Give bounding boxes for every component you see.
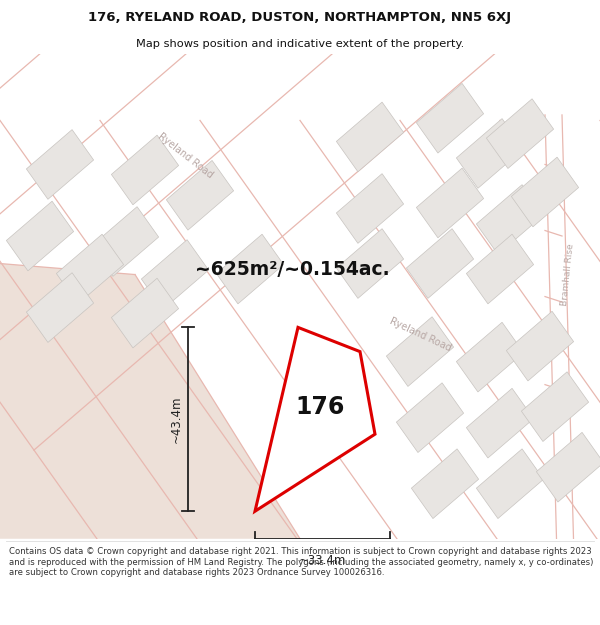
Polygon shape xyxy=(397,383,464,452)
Polygon shape xyxy=(406,229,473,298)
Polygon shape xyxy=(521,372,589,441)
Text: Ryeland Road: Ryeland Road xyxy=(155,131,214,180)
Text: ~625m²/~0.154ac.: ~625m²/~0.154ac. xyxy=(195,259,389,279)
Polygon shape xyxy=(416,83,484,153)
Polygon shape xyxy=(476,449,544,519)
Polygon shape xyxy=(412,449,479,519)
Polygon shape xyxy=(511,157,578,227)
Polygon shape xyxy=(7,201,74,271)
Polygon shape xyxy=(337,174,404,243)
Polygon shape xyxy=(476,184,544,254)
Polygon shape xyxy=(337,102,404,172)
Polygon shape xyxy=(91,207,158,276)
Polygon shape xyxy=(457,119,524,188)
Polygon shape xyxy=(337,229,404,298)
Polygon shape xyxy=(457,322,524,392)
Text: ~43.4m: ~43.4m xyxy=(170,396,182,443)
Text: Bramhall Rise: Bramhall Rise xyxy=(560,243,576,306)
Polygon shape xyxy=(506,311,574,381)
Text: ~33.4m: ~33.4m xyxy=(299,554,346,567)
Polygon shape xyxy=(0,54,300,539)
Polygon shape xyxy=(112,135,179,205)
Polygon shape xyxy=(26,129,94,199)
Polygon shape xyxy=(56,234,124,304)
Text: 176: 176 xyxy=(295,394,344,419)
Polygon shape xyxy=(466,388,533,458)
Polygon shape xyxy=(112,278,179,348)
Polygon shape xyxy=(416,168,484,238)
Polygon shape xyxy=(536,432,600,502)
Polygon shape xyxy=(166,161,233,230)
Polygon shape xyxy=(487,99,554,169)
Polygon shape xyxy=(386,317,454,386)
Text: Contains OS data © Crown copyright and database right 2021. This information is : Contains OS data © Crown copyright and d… xyxy=(9,548,593,577)
Polygon shape xyxy=(217,234,284,304)
Text: 176, RYELAND ROAD, DUSTON, NORTHAMPTON, NN5 6XJ: 176, RYELAND ROAD, DUSTON, NORTHAMPTON, … xyxy=(88,11,512,24)
Polygon shape xyxy=(466,234,533,304)
Text: Ryeland Road: Ryeland Road xyxy=(388,316,452,354)
Text: Map shows position and indicative extent of the property.: Map shows position and indicative extent… xyxy=(136,39,464,49)
Polygon shape xyxy=(142,240,209,309)
Polygon shape xyxy=(255,328,375,511)
Polygon shape xyxy=(26,272,94,342)
